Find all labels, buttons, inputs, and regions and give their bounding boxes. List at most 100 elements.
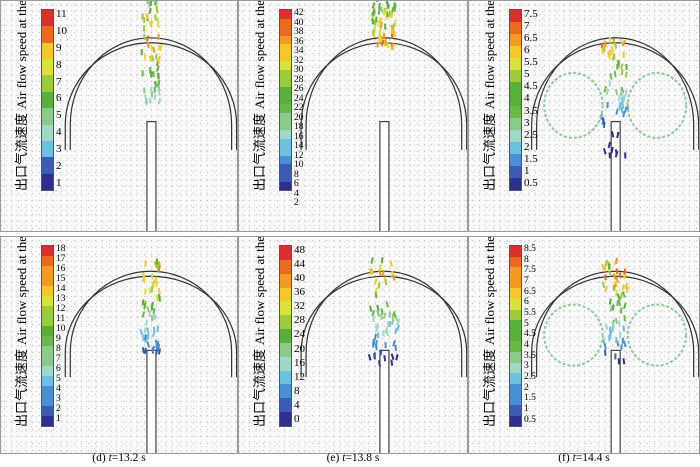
velocity-arrow (384, 313, 385, 319)
velocity-arrow (397, 325, 399, 331)
velocity-arrow (386, 279, 387, 285)
velocity-arrow (385, 40, 386, 46)
label-zh: 出口气流速度 (482, 349, 497, 427)
label-en: Air flow speed at the outlet/(m·s (252, 0, 267, 109)
colorbar-tick-label: 4 (56, 127, 67, 138)
velocity-arrow (616, 290, 617, 296)
velocity-arrow (398, 318, 400, 324)
velocity-arrow (144, 303, 145, 309)
colorbar-label: 出口气流速度Air flow speed at the outlet/(m·s−… (11, 1, 30, 191)
label-zh: 出口气流速度 (482, 113, 497, 191)
velocity-arrow (602, 48, 603, 54)
velocity-arrow (603, 282, 605, 288)
velocity-arrow (152, 55, 154, 61)
velocity-arrow (625, 90, 626, 96)
colorbar-tick-label: 3 (524, 118, 538, 129)
velocity-arrow (157, 65, 159, 71)
velocity-arrow (390, 260, 392, 266)
panel-d: 18 17 16 15 14 13 12 11 10 9 8 7 6 5 4 3 2 1 出口气流速度Air flo… (0, 236, 238, 454)
velocity-arrow (159, 288, 160, 294)
colorbar-tick-label: 4 (294, 400, 305, 411)
velocity-arrow (621, 107, 622, 113)
caption-time: =14.4 s (576, 452, 610, 464)
colorbar-tick-label: 5 (56, 110, 67, 121)
label-zh: 出口气流速度 (14, 349, 29, 427)
velocity-arrow (610, 334, 611, 340)
colorbar-tick-label: 7 (56, 77, 67, 88)
colorbar-tick-label: 32 (294, 301, 305, 312)
panel-c: 7.5 7 6.5 6 5.5 5 4.5 4 3.5 3 2.5 2 1.5 1 0.5 出口气流速度Air… (468, 0, 700, 232)
vortex (628, 73, 686, 138)
colorbar-ticks: 42 40 38 36 34 32 30 28 26 24 22 20 18 16 14 12 10 8 6 4 2 (294, 9, 304, 189)
velocity-arrow (376, 344, 377, 350)
velocity-arrow (610, 305, 611, 311)
velocity-arrow (613, 39, 614, 45)
velocity-arrow (159, 98, 160, 104)
velocity-arrow (396, 354, 397, 360)
velocity-arrow (373, 10, 374, 16)
colorbar-label: 出口气流速度Air flow speed at the outlet/(m·s−… (479, 1, 498, 191)
velocity-arrow (375, 334, 377, 340)
velocity-arrow (613, 304, 614, 310)
velocity-arrow (387, 330, 388, 336)
velocity-arrow (147, 341, 149, 347)
velocity-arrow (384, 355, 385, 361)
velocity-arrow (606, 323, 608, 329)
colorbar-ticks: 18 17 16 15 14 13 12 11 10 9 8 7 6 5 4 3 2 1 (56, 245, 66, 425)
colorbar-tick-label: 24 (294, 329, 305, 340)
colorbar-tick-label: 6 (524, 298, 536, 308)
colorbar-tick-label: 12 (294, 372, 305, 383)
colorbar-tick-label: 5.5 (524, 57, 538, 68)
velocity-arrow (379, 360, 380, 366)
velocity-arrow (621, 39, 622, 45)
colorbar-tick-label: 1.5 (524, 154, 538, 165)
velocity-arrow (617, 132, 618, 138)
caption-time: =13.2 s (112, 452, 146, 464)
colorbar-tick-label: 0.5 (524, 416, 536, 426)
colorbar-tick-label: 28 (294, 315, 305, 326)
inlet-pipe (611, 350, 620, 453)
velocity-arrow (394, 275, 395, 281)
velocity-arrow (627, 287, 629, 293)
colorbar (41, 245, 54, 427)
velocity-arrow (144, 17, 145, 23)
colorbar (279, 9, 292, 191)
velocity-arrow (379, 8, 380, 14)
velocity-arrow (151, 1, 152, 6)
velocity-arrow (372, 18, 373, 24)
colorbar-tick-label: 6 (524, 45, 538, 56)
velocity-arrow (145, 327, 146, 333)
colorbar-tick-label: 36 (294, 287, 305, 298)
velocity-arrow (147, 35, 149, 41)
label-en: Air flow speed at the outlet/(m·s (482, 0, 497, 109)
vortex (544, 305, 602, 366)
colorbar-tick-label: 7.5 (524, 9, 538, 20)
colorbar-tick-label: 3.5 (524, 352, 536, 362)
velocity-arrow (392, 271, 393, 277)
caption-time: =13.8 s (345, 452, 379, 464)
velocity-arrow (145, 261, 146, 267)
velocity-arrow (617, 268, 618, 274)
velocity-arrow (623, 358, 624, 364)
velocity-arrow (393, 23, 394, 29)
velocity-arrow (610, 298, 611, 304)
velocity-arrow (616, 258, 617, 264)
velocity-arrow (156, 349, 157, 355)
panel-caption: (d) t=13.2 s (4, 452, 234, 464)
velocity-arrow (146, 13, 147, 19)
velocity-arrow (395, 4, 396, 10)
velocity-arrow (616, 318, 618, 324)
colorbar-tick-label: 16 (294, 358, 305, 369)
velocity-arrow (604, 148, 606, 154)
flow-field (469, 237, 699, 453)
velocity-arrow (608, 142, 610, 148)
velocity-arrow (159, 80, 160, 86)
colorbar-tick-label: 6.5 (524, 288, 536, 298)
flow-field (239, 1, 467, 231)
velocity-arrow (616, 277, 617, 283)
velocity-arrow (156, 295, 157, 301)
velocity-arrow (377, 305, 378, 311)
colorbar-ticks: 8.5 8 7.5 7 6.5 6 5.5 5 4.5 4 3.5 3 2.5 2 1.5 1 0.5 (524, 245, 536, 425)
velocity-arrow (160, 44, 162, 50)
colorbar-tick-label: 44 (294, 259, 305, 270)
